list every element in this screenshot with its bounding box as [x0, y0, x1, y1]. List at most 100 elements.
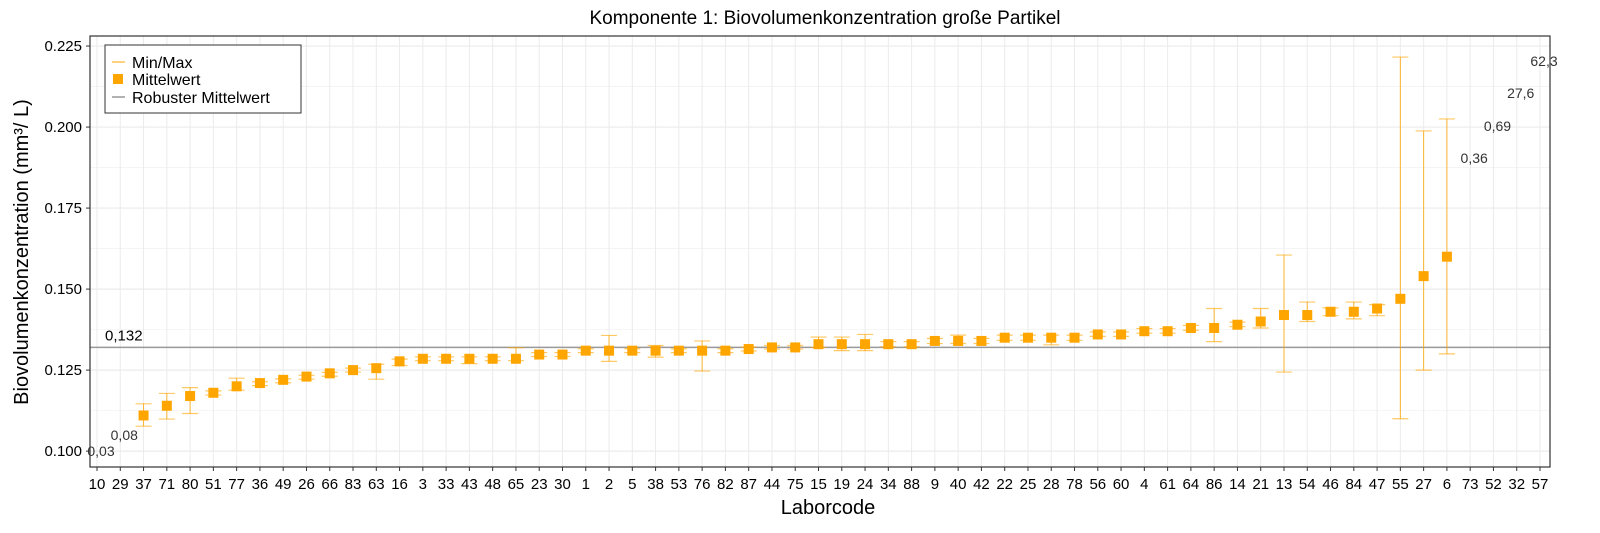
- x-tick-label: 24: [857, 476, 874, 493]
- x-tick-label: 46: [1322, 476, 1339, 493]
- x-tick-label: 82: [717, 476, 734, 493]
- mean-point-36: [254, 378, 265, 389]
- mean-point-65: [510, 353, 521, 364]
- mean-point-38: [650, 345, 661, 356]
- mean-point-53: [673, 345, 684, 356]
- mean-point-63: [371, 363, 382, 374]
- mean-point-27: [1418, 271, 1429, 282]
- x-tick-label: 51: [205, 476, 222, 493]
- mean-point-2: [604, 345, 615, 356]
- mean-point-16: [394, 356, 405, 367]
- mean-point-3: [417, 353, 428, 364]
- mean-point-82: [720, 345, 731, 356]
- mean-point-56: [1092, 329, 1103, 340]
- x-tick-label: 27: [1415, 476, 1432, 493]
- y-axis-label: Biovolumenkonzentration (mm³/ L): [11, 99, 33, 405]
- x-tick-label: 77: [228, 476, 245, 493]
- x-tick-label: 49: [275, 476, 292, 493]
- legend-mean-label: Mittelwert: [132, 72, 201, 89]
- x-tick-label: 21: [1252, 476, 1269, 493]
- legend-robust-label: Robuster Mittelwert: [132, 90, 270, 107]
- x-tick-label: 75: [787, 476, 804, 493]
- x-tick-label: 25: [1020, 476, 1037, 493]
- x-tick-label: 64: [1183, 476, 1200, 493]
- x-tick-label: 71: [158, 476, 175, 493]
- mean-point-13: [1278, 310, 1289, 321]
- x-tick-label: 43: [461, 476, 478, 493]
- offscale-label-57: 62,3: [1530, 53, 1557, 69]
- mean-point-46: [1325, 306, 1336, 317]
- x-tick-label: 57: [1532, 476, 1549, 493]
- offscale-label-73: 0,36: [1461, 150, 1488, 166]
- legend: Min/Max Mittelwert Robuster Mittelwert: [104, 44, 302, 114]
- mean-point-84: [1348, 306, 1359, 317]
- x-tick-label: 48: [484, 476, 501, 493]
- x-tick-label: 36: [252, 476, 269, 493]
- mean-point-49: [278, 374, 289, 385]
- x-tick-label: 88: [903, 476, 920, 493]
- legend-box: [104, 44, 302, 114]
- grid: [90, 36, 1550, 467]
- mean-point-88: [906, 339, 917, 350]
- y-tick-label: 0.175: [44, 200, 82, 217]
- x-tick-label: 84: [1345, 476, 1362, 493]
- x-axis: 10 29 37 71 80 51 77 36 49 26 66 83 63 16 3 33 43 48 65 23 3…: [89, 467, 1549, 493]
- x-tick-label: 52: [1485, 476, 1502, 493]
- y-axis: 0.100 0.125 0.150 0.175 0.200 0.225: [44, 38, 90, 460]
- mean-point-15: [813, 339, 824, 350]
- x-tick-label: 54: [1299, 476, 1316, 493]
- mean-point-6: [1441, 251, 1452, 262]
- x-tick-label: 47: [1369, 476, 1386, 493]
- x-tick-label: 42: [973, 476, 990, 493]
- x-tick-label: 19: [833, 476, 850, 493]
- robust-mean-label: 0,132: [105, 327, 143, 344]
- offscale-label-29: 0,08: [111, 427, 138, 443]
- mean-point-47: [1372, 303, 1383, 314]
- mean-point-40: [953, 335, 964, 346]
- x-tick-label: 63: [368, 476, 385, 493]
- mean-point-22: [999, 332, 1010, 343]
- mean-point-75: [790, 342, 801, 353]
- mean-point-66: [324, 368, 335, 379]
- x-tick-label: 34: [880, 476, 897, 493]
- x-tick-label: 13: [1276, 476, 1293, 493]
- x-tick-label: 78: [1066, 476, 1083, 493]
- x-tick-label: 44: [764, 476, 781, 493]
- mean-point-1: [580, 345, 591, 356]
- mean-point-87: [743, 344, 754, 355]
- offscale-label-52: 0,69: [1484, 118, 1511, 134]
- mean-point-77: [231, 381, 242, 392]
- marks: 0,132 0,030,08 0,36 0,69 27,6 62,3: [87, 53, 1557, 459]
- x-tick-label: 87: [740, 476, 757, 493]
- x-tick-label: 6: [1443, 476, 1451, 493]
- mean-point-5: [627, 345, 638, 356]
- x-tick-label: 16: [391, 476, 408, 493]
- x-tick-label: 56: [1089, 476, 1106, 493]
- mean-point-60: [1116, 329, 1127, 340]
- mean-point-30: [557, 349, 568, 360]
- mean-point-42: [976, 335, 987, 346]
- mean-point-83: [348, 365, 359, 376]
- x-tick-label: 1: [582, 476, 590, 493]
- x-tick-label: 9: [931, 476, 939, 493]
- mean-point-76: [697, 345, 708, 356]
- offscale-label-10: 0,03: [87, 443, 114, 459]
- x-tick-label: 86: [1206, 476, 1223, 493]
- mean-point-23: [534, 349, 545, 360]
- x-tick-label: 2: [605, 476, 613, 493]
- x-tick-label: 53: [671, 476, 688, 493]
- x-tick-label: 33: [438, 476, 455, 493]
- x-tick-label: 30: [554, 476, 571, 493]
- mean-point-24: [860, 339, 871, 350]
- mean-point-48: [487, 353, 498, 364]
- mean-point-80: [185, 391, 196, 402]
- x-axis-label: Laborcode: [781, 497, 876, 519]
- x-tick-label: 55: [1392, 476, 1409, 493]
- chart-title: Komponente 1: Biovolumenkonzentration gr…: [589, 8, 1060, 29]
- y-tick-label: 0.150: [44, 281, 82, 298]
- x-tick-label: 15: [810, 476, 827, 493]
- mean-point-26: [301, 371, 312, 382]
- mean-point-28: [1046, 332, 1057, 343]
- y-tick-label: 0.225: [44, 38, 82, 55]
- y-tick-label: 0.100: [44, 443, 82, 460]
